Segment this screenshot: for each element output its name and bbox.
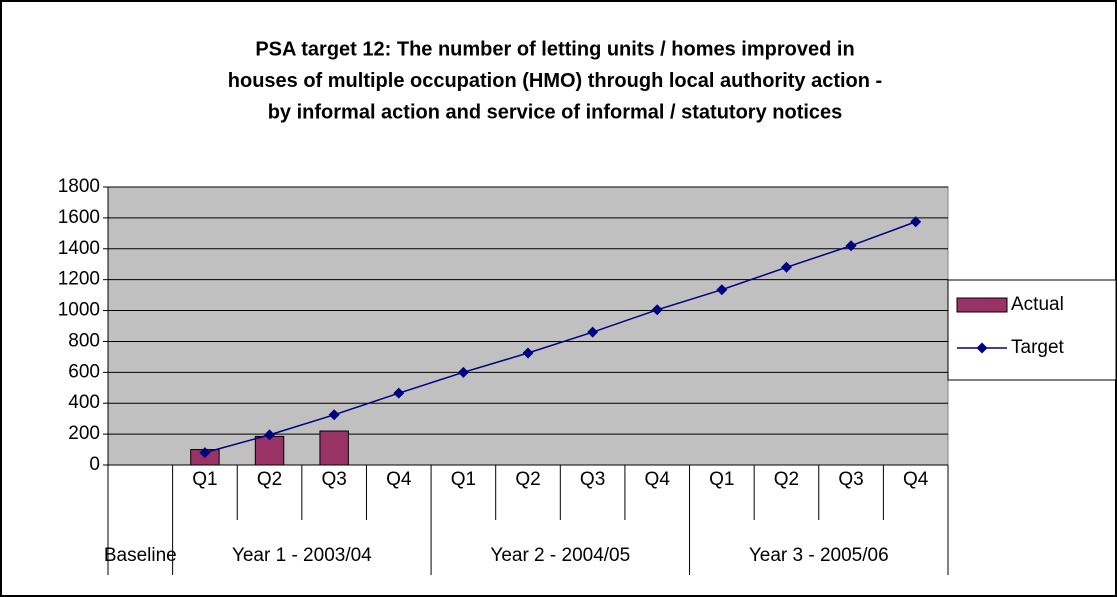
y-tick-label: 400 (68, 392, 100, 413)
y-tick-label: 1000 (58, 300, 100, 321)
x-tick-label: Q1 (192, 469, 217, 490)
marker (457, 366, 469, 378)
y-tick-label: 200 (68, 423, 100, 444)
marker (910, 216, 922, 228)
marker (264, 429, 276, 441)
marker (651, 304, 663, 316)
y-tick-label: 1200 (58, 269, 100, 290)
x-tick-label: Q2 (515, 469, 540, 490)
marker (328, 409, 340, 421)
x-tick-label: Q4 (645, 469, 671, 490)
marker (716, 284, 728, 296)
y-tick-label: 1400 (58, 238, 100, 259)
x-tick-label: Q3 (838, 469, 863, 490)
x-tick-label: Q1 (709, 469, 734, 490)
y-tick-label: 800 (68, 330, 100, 351)
plot-area (107, 186, 949, 466)
group-label: Year 3 - 2005/06 (749, 545, 889, 566)
legend-marker (976, 342, 988, 354)
chart-title: houses of multiple occupation (HMO) thro… (228, 70, 882, 92)
marker (845, 240, 857, 252)
y-tick-label: 0 (89, 454, 100, 475)
x-tick-label: Q4 (386, 469, 412, 490)
x-tick-label: Q3 (321, 469, 346, 490)
bar (254, 435, 285, 466)
legend-label: Target (1011, 337, 1065, 358)
chart-title: by informal action and service of inform… (268, 101, 843, 123)
legend-label: Actual (1011, 294, 1064, 315)
marker (522, 347, 534, 359)
chart-title: PSA target 12: The number of letting uni… (255, 38, 854, 60)
y-tick-label: 1800 (58, 176, 100, 197)
marker (587, 326, 599, 338)
x-tick-label: Q4 (903, 469, 929, 490)
y-tick-label: 1600 (58, 207, 100, 228)
marker (393, 387, 405, 399)
marker (780, 261, 792, 273)
x-tick-label: Q1 (451, 469, 476, 490)
marker (199, 447, 211, 459)
x-tick-label: Q3 (580, 469, 605, 490)
bar (319, 430, 349, 466)
legend-box (947, 279, 1117, 381)
legend-swatch (956, 297, 1008, 313)
line (204, 221, 916, 454)
y-tick-label: 600 (68, 361, 100, 382)
x-tick-label: Q2 (257, 469, 282, 490)
group-label: Baseline (104, 545, 177, 566)
group-label: Year 1 - 2003/04 (232, 545, 372, 566)
group-label: Year 2 - 2004/05 (490, 545, 630, 566)
x-tick-label: Q2 (774, 469, 799, 490)
